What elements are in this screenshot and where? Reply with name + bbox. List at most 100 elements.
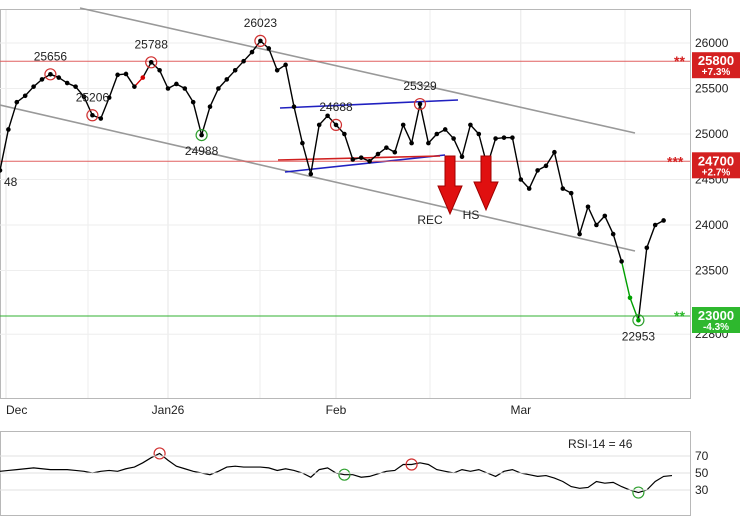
price-point bbox=[81, 94, 87, 99]
pivot-marker bbox=[86, 109, 99, 122]
pivot-marker bbox=[329, 118, 343, 132]
price-segment bbox=[419, 103, 430, 144]
price-point bbox=[510, 135, 515, 140]
price-point bbox=[14, 99, 20, 105]
price-point bbox=[636, 317, 641, 323]
price-segment bbox=[620, 261, 631, 298]
price-point bbox=[22, 93, 28, 99]
price-point bbox=[459, 154, 465, 160]
price-point bbox=[123, 71, 129, 77]
price-segment bbox=[461, 124, 472, 157]
level-stars: ** bbox=[674, 308, 685, 324]
level-tag-box bbox=[692, 52, 740, 79]
price-point bbox=[190, 99, 196, 105]
price-point bbox=[342, 131, 347, 137]
rec-arrow bbox=[437, 155, 463, 216]
price-point bbox=[594, 222, 599, 228]
pivot-marker bbox=[195, 128, 208, 142]
price-point bbox=[434, 131, 440, 137]
price-point bbox=[224, 77, 230, 82]
pivot-label: 25788 bbox=[135, 37, 169, 51]
x-tick-label: Mar bbox=[510, 403, 531, 417]
price-point bbox=[283, 62, 288, 68]
price-segment bbox=[310, 124, 320, 175]
price-point bbox=[392, 149, 398, 155]
pivot-marker bbox=[44, 68, 57, 81]
price-point bbox=[300, 140, 305, 146]
price-point bbox=[132, 84, 137, 89]
price-segment bbox=[0, 129, 10, 171]
price-segment bbox=[578, 206, 589, 235]
price-point bbox=[602, 213, 608, 219]
level-stars: *** bbox=[667, 153, 684, 169]
price-point bbox=[56, 75, 62, 80]
price-segment bbox=[251, 40, 261, 53]
price-point bbox=[0, 168, 3, 173]
price-point bbox=[535, 168, 540, 173]
pivot-marker bbox=[632, 314, 645, 327]
price-point bbox=[199, 132, 204, 138]
price-point bbox=[174, 81, 179, 87]
level-tag-price: 24700 bbox=[698, 153, 734, 168]
price-point bbox=[274, 68, 280, 73]
price-point bbox=[308, 171, 314, 177]
hs-arrow bbox=[473, 155, 499, 212]
price-point bbox=[48, 72, 53, 77]
price-point bbox=[543, 163, 549, 169]
price-point bbox=[409, 140, 414, 146]
grid-lines bbox=[0, 10, 690, 398]
rsi-pivot-marker bbox=[338, 468, 351, 481]
price-point bbox=[64, 80, 70, 86]
price-point bbox=[90, 112, 95, 118]
y-tick-label: 25000 bbox=[695, 127, 729, 141]
price-point bbox=[552, 149, 557, 155]
price-segment bbox=[83, 96, 94, 116]
price-segment bbox=[528, 170, 539, 189]
price-point bbox=[560, 186, 566, 191]
annotation-rec: REC bbox=[417, 213, 443, 227]
price-point bbox=[493, 136, 498, 141]
pivot-marker bbox=[413, 97, 427, 111]
price-point bbox=[619, 259, 624, 264]
price-point bbox=[652, 222, 658, 228]
price-segment bbox=[394, 124, 404, 153]
price-segment bbox=[184, 88, 194, 103]
pivot-label: 22953 bbox=[622, 329, 656, 343]
price-segment bbox=[209, 88, 220, 107]
rsi-tick-label: 50 bbox=[695, 466, 709, 480]
price-point bbox=[115, 72, 120, 78]
price-segment bbox=[604, 215, 614, 235]
price-point bbox=[249, 49, 255, 55]
pivot-label: 25656 bbox=[34, 49, 68, 63]
price-segment bbox=[108, 74, 119, 98]
rsi-pivot-marker bbox=[153, 447, 166, 460]
level-tag-box bbox=[692, 307, 740, 333]
price-segment bbox=[452, 138, 463, 158]
pivot-label: 48 bbox=[4, 175, 18, 189]
price-point bbox=[367, 159, 372, 164]
level-tags: ** 25800+7.3% *** 24700+2.7% ** 23000-4.3% bbox=[667, 52, 740, 333]
x-tick-label: Feb bbox=[326, 403, 347, 417]
price-segment bbox=[570, 193, 581, 235]
rsi-title: RSI-14 = 46 bbox=[568, 437, 633, 451]
price-point bbox=[400, 122, 406, 128]
price-point bbox=[577, 231, 582, 237]
price-point bbox=[258, 38, 263, 44]
price-point bbox=[476, 131, 482, 137]
level-tag-percent: +2.7% bbox=[702, 167, 731, 178]
price-point bbox=[39, 77, 45, 82]
price-segment bbox=[553, 152, 564, 189]
rsi-pivot-marker bbox=[632, 486, 645, 499]
price-point bbox=[627, 295, 633, 301]
price-segment bbox=[646, 224, 656, 248]
trend-channels bbox=[0, 7, 636, 252]
price-segment bbox=[100, 97, 110, 119]
price-point bbox=[316, 122, 322, 128]
y-tick-label: 24000 bbox=[695, 218, 729, 232]
price-segment bbox=[402, 124, 413, 144]
level-tag-box bbox=[692, 152, 740, 179]
pivot-label: 24988 bbox=[185, 144, 219, 158]
price-segment bbox=[629, 297, 640, 321]
price-point bbox=[501, 135, 507, 140]
